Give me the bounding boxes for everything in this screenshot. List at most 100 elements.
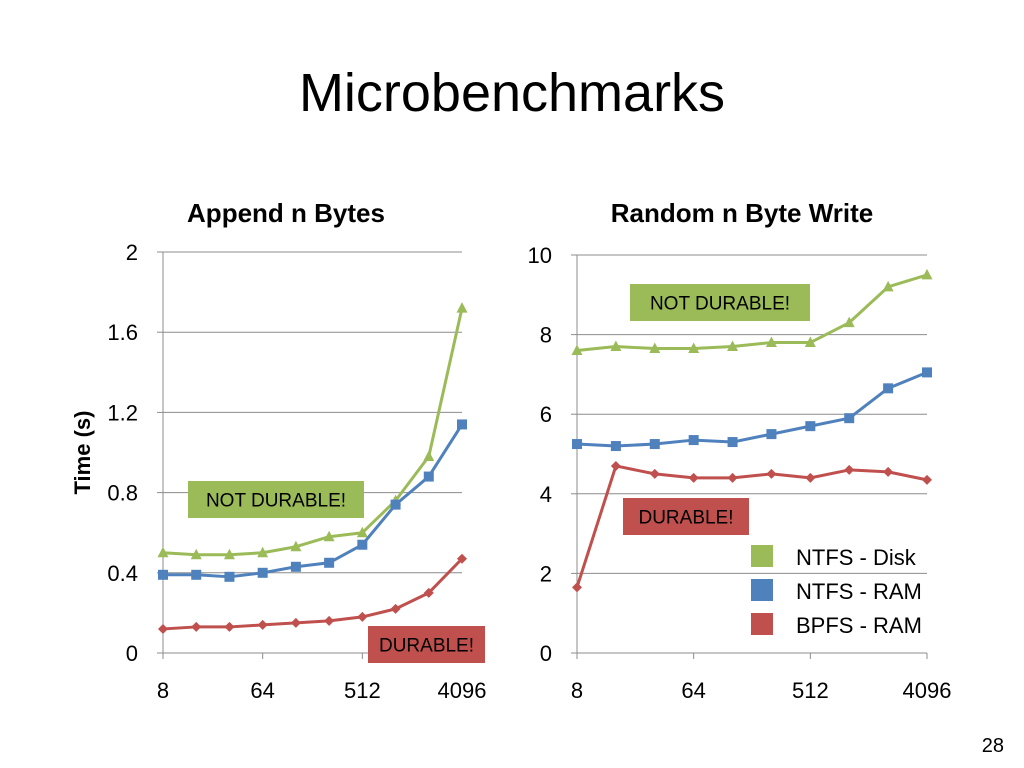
y-tick-label: 0 bbox=[126, 641, 138, 666]
data-point bbox=[804, 336, 816, 348]
data-point bbox=[223, 548, 235, 560]
data-point bbox=[257, 546, 269, 558]
x-tick-label: 64 bbox=[681, 678, 705, 703]
annotation-box bbox=[623, 498, 749, 535]
data-point bbox=[843, 316, 855, 328]
data-point bbox=[323, 530, 335, 542]
data-point bbox=[688, 342, 700, 354]
chart-title: Append n Bytes bbox=[187, 198, 385, 228]
data-point bbox=[882, 280, 894, 292]
data-point bbox=[688, 472, 699, 483]
x-tick-label: 4096 bbox=[903, 678, 952, 703]
data-point bbox=[766, 468, 777, 479]
data-point bbox=[921, 268, 933, 280]
slide-title: Microbenchmarks bbox=[298, 63, 726, 123]
annotation-label: DURABLE! bbox=[638, 508, 733, 529]
data-point bbox=[456, 302, 468, 313]
data-point bbox=[457, 419, 467, 430]
data-point bbox=[610, 441, 621, 452]
chart-title: Random n Byte Write bbox=[611, 198, 873, 228]
data-point bbox=[572, 582, 582, 593]
annotation-box bbox=[368, 626, 485, 663]
data-point bbox=[423, 450, 435, 462]
data-point bbox=[224, 571, 235, 582]
data-point bbox=[257, 619, 268, 630]
y-tick-label: 2 bbox=[126, 240, 138, 265]
data-point bbox=[158, 623, 168, 634]
page-number: 28 bbox=[981, 735, 1004, 757]
data-point bbox=[649, 468, 660, 479]
annotation-label: DURABLE! bbox=[379, 636, 474, 657]
legend-swatch bbox=[751, 613, 773, 635]
legend-label: NTFS - RAM bbox=[796, 579, 922, 604]
series-line-ntfs-disk bbox=[576, 273, 928, 353]
data-point bbox=[844, 464, 855, 475]
data-point bbox=[324, 615, 335, 626]
y-tick-label: 0.8 bbox=[107, 481, 138, 506]
annotation-label: NOT DURABLE! bbox=[650, 294, 790, 315]
y-tick-label: 1.6 bbox=[107, 320, 138, 345]
data-point bbox=[324, 557, 335, 568]
data-point bbox=[766, 429, 777, 440]
data-point bbox=[883, 466, 894, 477]
data-point bbox=[688, 435, 699, 446]
x-tick-label: 8 bbox=[571, 678, 583, 703]
data-point bbox=[390, 499, 401, 510]
data-point bbox=[727, 340, 739, 352]
data-point bbox=[191, 569, 202, 580]
data-point bbox=[572, 439, 582, 450]
x-tick-label: 512 bbox=[344, 678, 381, 703]
y-tick-label: 10 bbox=[528, 243, 552, 268]
data-point bbox=[571, 344, 583, 356]
data-point bbox=[649, 342, 661, 354]
data-point bbox=[423, 587, 434, 598]
data-point bbox=[157, 546, 169, 558]
data-point bbox=[257, 567, 268, 578]
data-point bbox=[290, 561, 301, 572]
data-point bbox=[224, 621, 235, 632]
series-line-ntfs-ram bbox=[576, 371, 928, 448]
data-point bbox=[727, 437, 738, 448]
y-tick-label: 8 bbox=[540, 323, 552, 348]
series-line-bpfs-ram bbox=[575, 464, 928, 588]
annotation-box bbox=[188, 481, 364, 518]
x-tick-label: 512 bbox=[792, 678, 829, 703]
data-point bbox=[883, 383, 894, 394]
data-point bbox=[423, 471, 434, 482]
y-tick-label: 1.2 bbox=[107, 400, 138, 425]
series-line-ntfs-disk bbox=[162, 307, 464, 557]
data-point bbox=[290, 540, 302, 552]
x-tick-label: 4096 bbox=[438, 678, 487, 703]
y-tick-label: 0.4 bbox=[107, 561, 138, 586]
data-point bbox=[765, 336, 777, 348]
y-tick-label: 4 bbox=[540, 482, 552, 507]
annotation-label: NOT DURABLE! bbox=[206, 491, 346, 512]
annotation-box bbox=[630, 284, 810, 321]
data-point bbox=[357, 611, 368, 622]
y-axis-label: Time (s) bbox=[70, 411, 95, 495]
x-tick-label: 64 bbox=[250, 678, 274, 703]
legend-swatch bbox=[751, 545, 773, 567]
data-point bbox=[390, 603, 401, 614]
series-line-ntfs-ram bbox=[163, 423, 464, 579]
data-point bbox=[158, 569, 168, 580]
x-tick-label: 8 bbox=[157, 678, 169, 703]
y-tick-label: 6 bbox=[540, 402, 552, 427]
data-point bbox=[290, 617, 301, 628]
data-point bbox=[190, 548, 202, 560]
data-point bbox=[805, 472, 816, 483]
data-point bbox=[922, 367, 932, 378]
data-point bbox=[357, 539, 368, 550]
data-point bbox=[610, 340, 622, 352]
y-tick-label: 0 bbox=[540, 641, 552, 666]
data-point bbox=[844, 413, 855, 424]
legend-label: BPFS - RAM bbox=[796, 613, 922, 638]
data-point bbox=[356, 526, 368, 538]
legend-swatch bbox=[751, 579, 773, 601]
data-point bbox=[191, 621, 202, 632]
data-point bbox=[727, 472, 738, 483]
data-point bbox=[922, 474, 932, 485]
data-point bbox=[805, 421, 816, 432]
data-point bbox=[649, 439, 660, 450]
